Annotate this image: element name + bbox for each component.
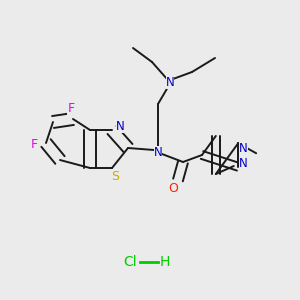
Text: F: F [30,139,38,152]
Text: S: S [111,169,119,182]
Text: Cl: Cl [123,255,137,269]
Text: N: N [239,157,248,170]
Text: N: N [116,119,124,133]
Text: N: N [166,76,174,88]
Text: O: O [168,182,178,194]
Text: H: H [160,255,170,269]
Text: F: F [68,103,75,116]
Text: N: N [154,146,162,158]
Text: N: N [239,142,248,155]
